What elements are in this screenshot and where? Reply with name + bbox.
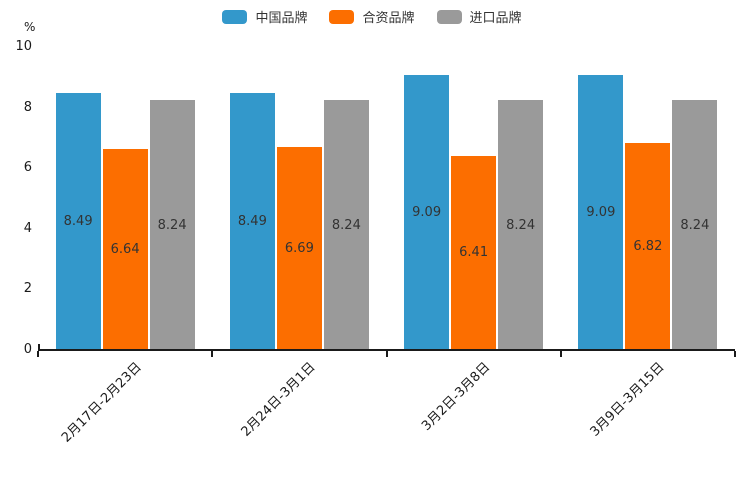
legend-swatch-icon [222,9,248,24]
bar-value-label: 8.24 [157,217,187,233]
bar-value-label: 6.82 [633,239,663,255]
bar-value-label: 9.09 [586,204,616,220]
y-tick-label: 0 [23,342,32,357]
legend-label: 中国品牌 [255,11,308,26]
bar-value-label: 6.64 [110,241,140,257]
x-category-label: 2月24日-3月1日 [238,359,319,440]
y-tick-label: 6 [23,160,32,176]
legend-swatch-icon [436,9,462,24]
legend-item-china-brand[interactable]: 中国品牌 [222,7,307,26]
y-axis-unit-label: % [24,20,36,34]
y-tick-label: 8 [23,99,32,115]
bar[interactable]: 8.49 [55,92,101,350]
bar-value-label: 8.49 [237,213,267,229]
bar[interactable]: 9.09 [404,74,450,350]
x-axis-tick [211,351,214,357]
y-tick-label: 4 [23,220,32,236]
bar-value-label: 9.09 [412,204,442,220]
legend-swatch-icon [329,9,355,24]
bar[interactable]: 8.49 [229,92,275,350]
x-category-label: 2月17日-2月23日 [58,359,145,446]
x-axis-tick [37,351,39,357]
bar-value-label: 8.24 [506,217,536,233]
bar-value-label: 6.69 [284,241,314,257]
y-tick-label: 2 [23,281,32,297]
legend-item-joint-venture-brand[interactable]: 合资品牌 [329,7,415,26]
legend-label: 进口品牌 [469,11,522,26]
x-axis-tick [559,351,562,357]
legend: 中国品牌 合资品牌 进口品牌 [0,7,744,26]
bar[interactable]: 6.64 [102,148,148,350]
bar[interactable]: 8.24 [323,100,369,350]
x-axis-tick [734,351,736,357]
bar[interactable]: 9.09 [578,74,624,350]
bar[interactable]: 6.82 [625,143,671,350]
bar-value-label: 8.24 [331,217,361,233]
legend-item-import-brand[interactable]: 进口品牌 [436,7,522,26]
bar[interactable]: 6.41 [451,155,497,350]
bar-value-label: 8.49 [63,213,93,229]
y-tick-label: 10 [15,39,32,54]
y-axis-stub [38,344,40,350]
bar-value-label: 6.41 [459,245,489,261]
x-category-label: 3月9日-3月15日 [587,359,668,440]
bar[interactable]: 8.24 [498,100,544,350]
legend-label: 合资品牌 [362,11,415,26]
bar-value-label: 8.24 [680,217,710,233]
bar[interactable]: 6.69 [276,147,322,350]
x-axis-tick [385,351,388,357]
x-axis-line [38,349,735,351]
bar[interactable]: 8.24 [149,100,195,350]
x-category-label: 3月2日-3月8日 [418,359,494,434]
bar[interactable]: 8.24 [672,100,718,350]
